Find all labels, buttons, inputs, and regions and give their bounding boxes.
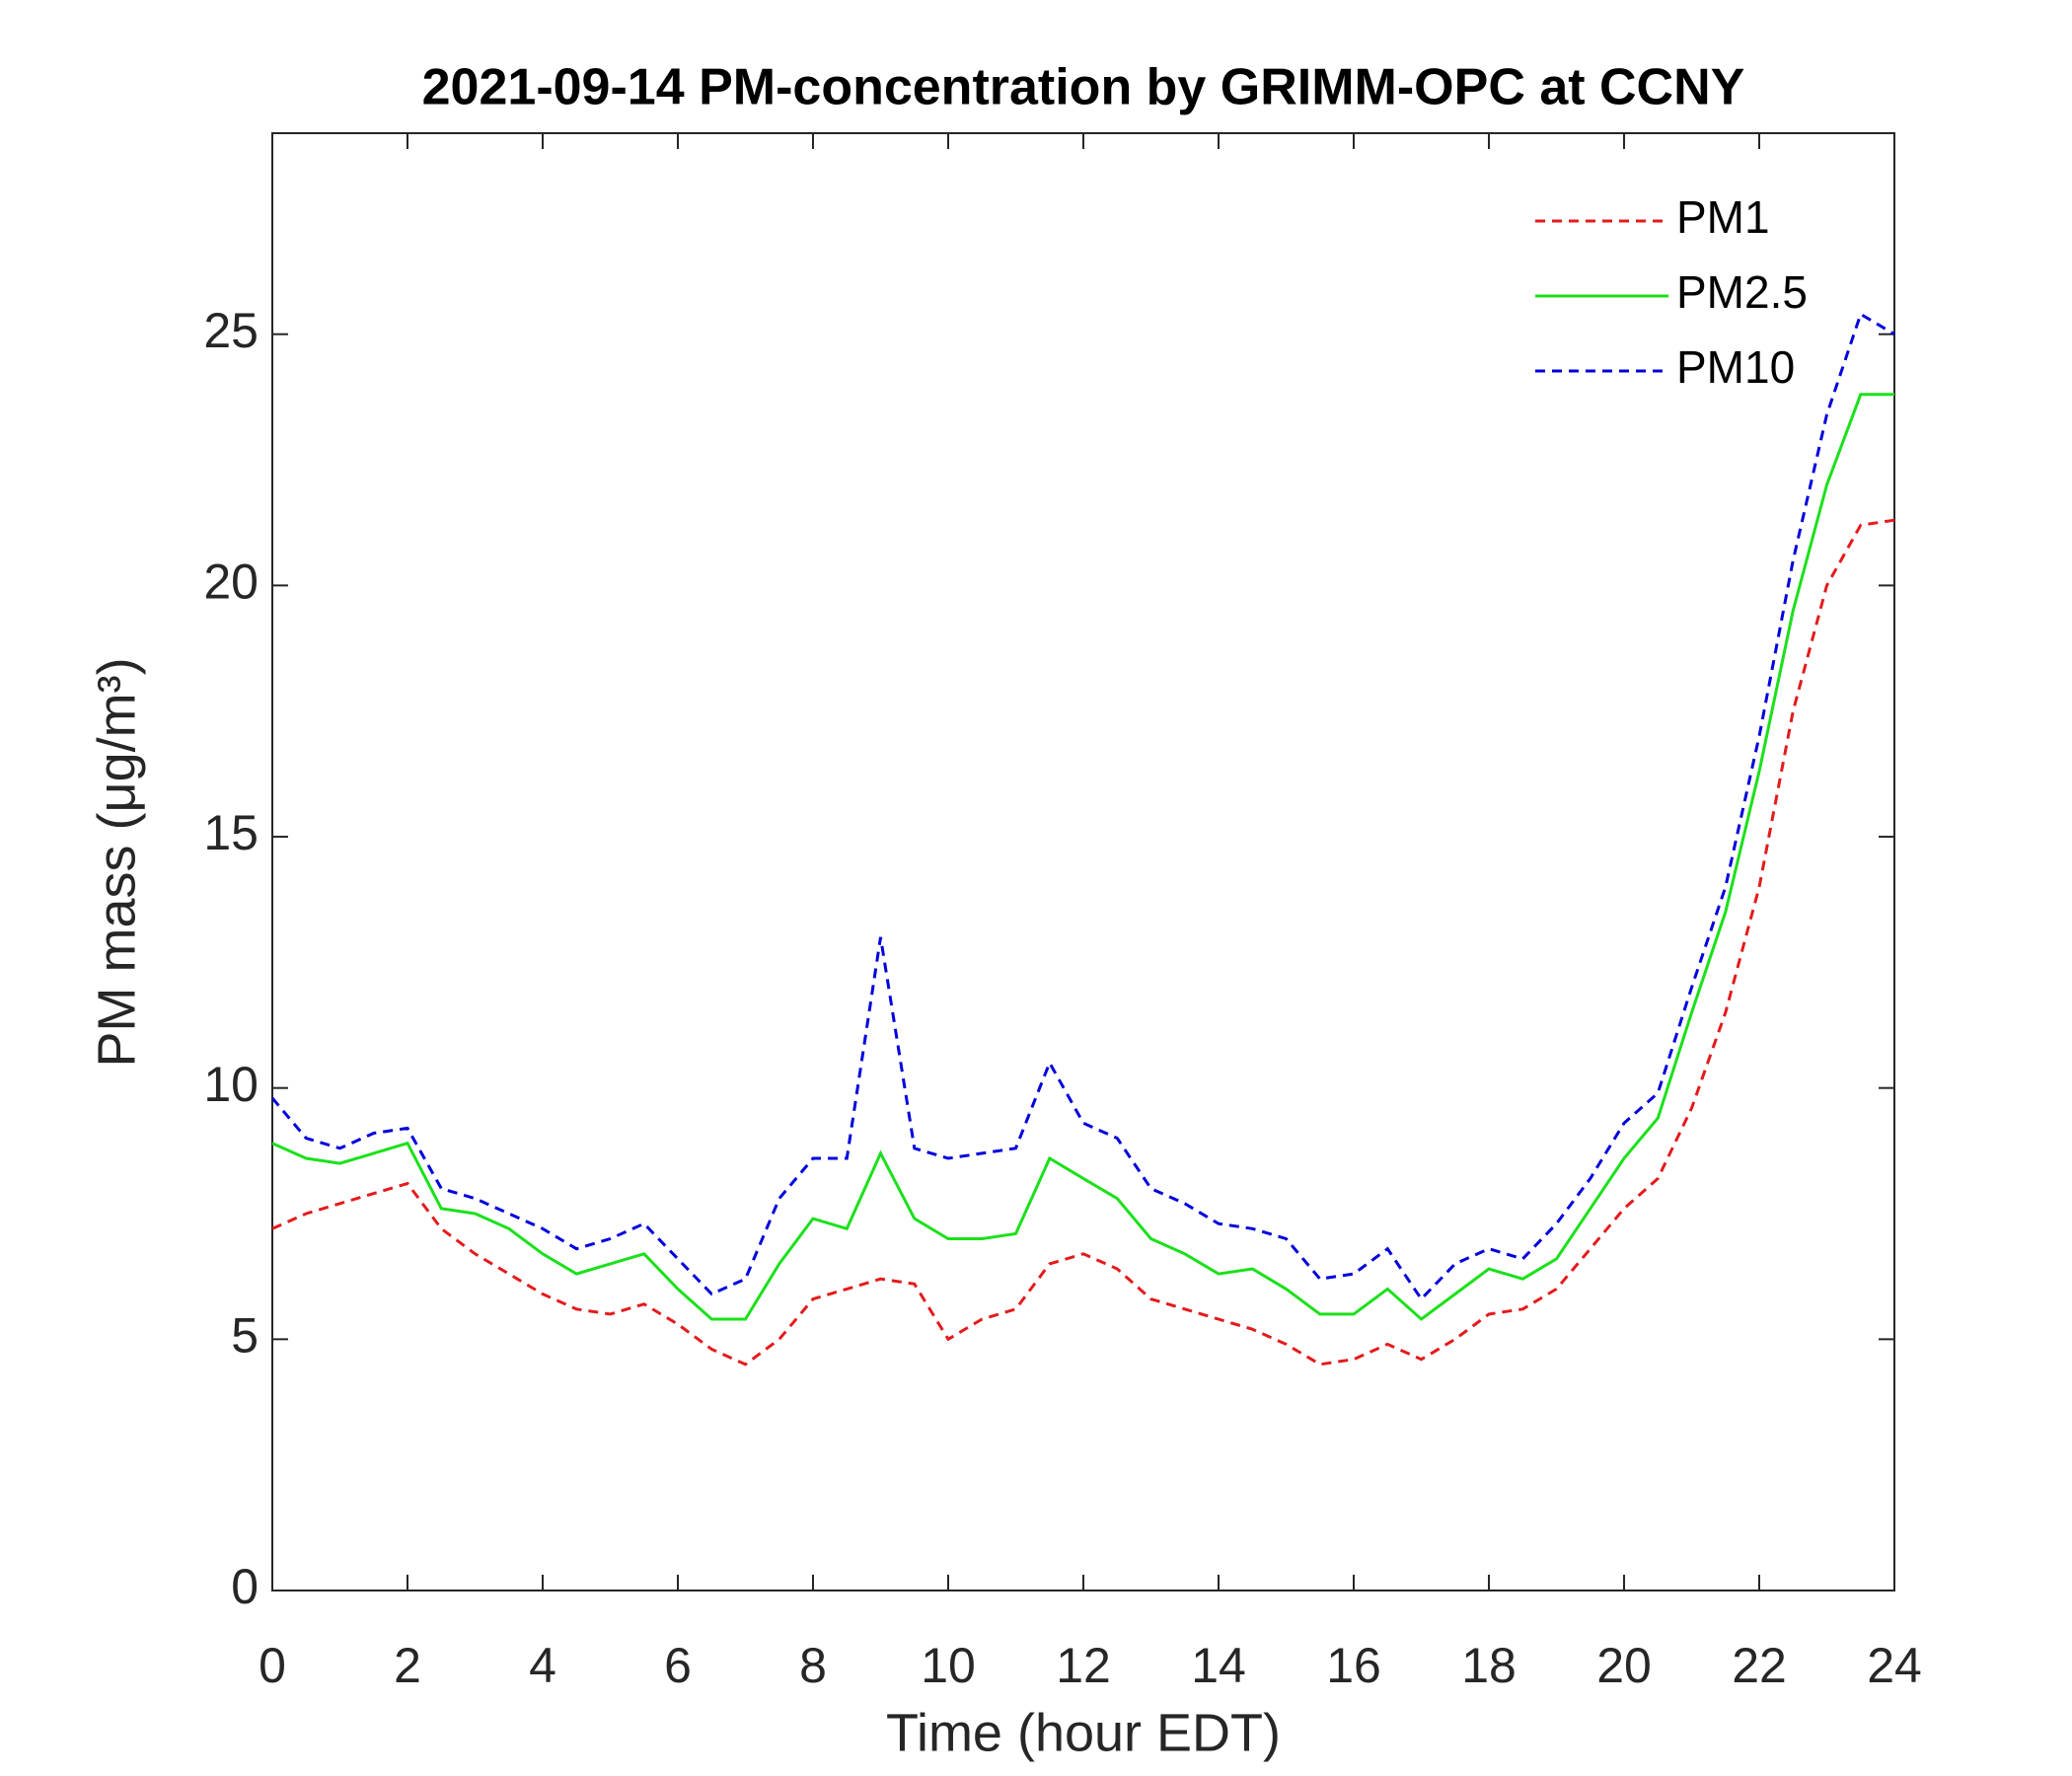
- x-tick-label: 6: [664, 1638, 692, 1693]
- legend-label: PM2.5: [1676, 266, 1808, 318]
- chart-title: 2021-09-14 PM-concentration by GRIMM-OPC…: [422, 59, 1745, 116]
- x-tick-label: 16: [1326, 1638, 1381, 1693]
- y-tick-label: 5: [231, 1308, 259, 1364]
- y-tick-label: 15: [203, 805, 259, 860]
- x-tick-label: 24: [1867, 1638, 1922, 1693]
- x-tick-label: 2: [394, 1638, 421, 1693]
- x-tick-label: 12: [1056, 1638, 1111, 1693]
- x-tick-label: 8: [799, 1638, 827, 1693]
- x-tick-label: 10: [921, 1638, 976, 1693]
- x-tick-label: 20: [1596, 1638, 1652, 1693]
- plot-frame: [271, 132, 1895, 1591]
- x-tick-label: 14: [1191, 1638, 1246, 1693]
- legend-label: PM1: [1676, 191, 1770, 243]
- x-tick-label: 18: [1461, 1638, 1517, 1693]
- x-axis-label: Time (hour EDT): [886, 1703, 1281, 1762]
- data-line: [271, 393, 1894, 1321]
- y-tick-label: 20: [203, 555, 259, 610]
- y-tick-label: 25: [203, 303, 259, 358]
- x-tick-label: 22: [1732, 1638, 1787, 1693]
- legend-label: PM10: [1676, 341, 1795, 393]
- y-axis-label: PM mass (μg/m³): [87, 657, 146, 1067]
- y-tick-label: 10: [203, 1057, 259, 1112]
- y-tick-label: 0: [231, 1559, 259, 1614]
- data-line: [270, 312, 1895, 1301]
- data-line: [271, 518, 1895, 1367]
- x-tick-label: 0: [259, 1638, 286, 1693]
- x-tick-label: 4: [529, 1638, 556, 1693]
